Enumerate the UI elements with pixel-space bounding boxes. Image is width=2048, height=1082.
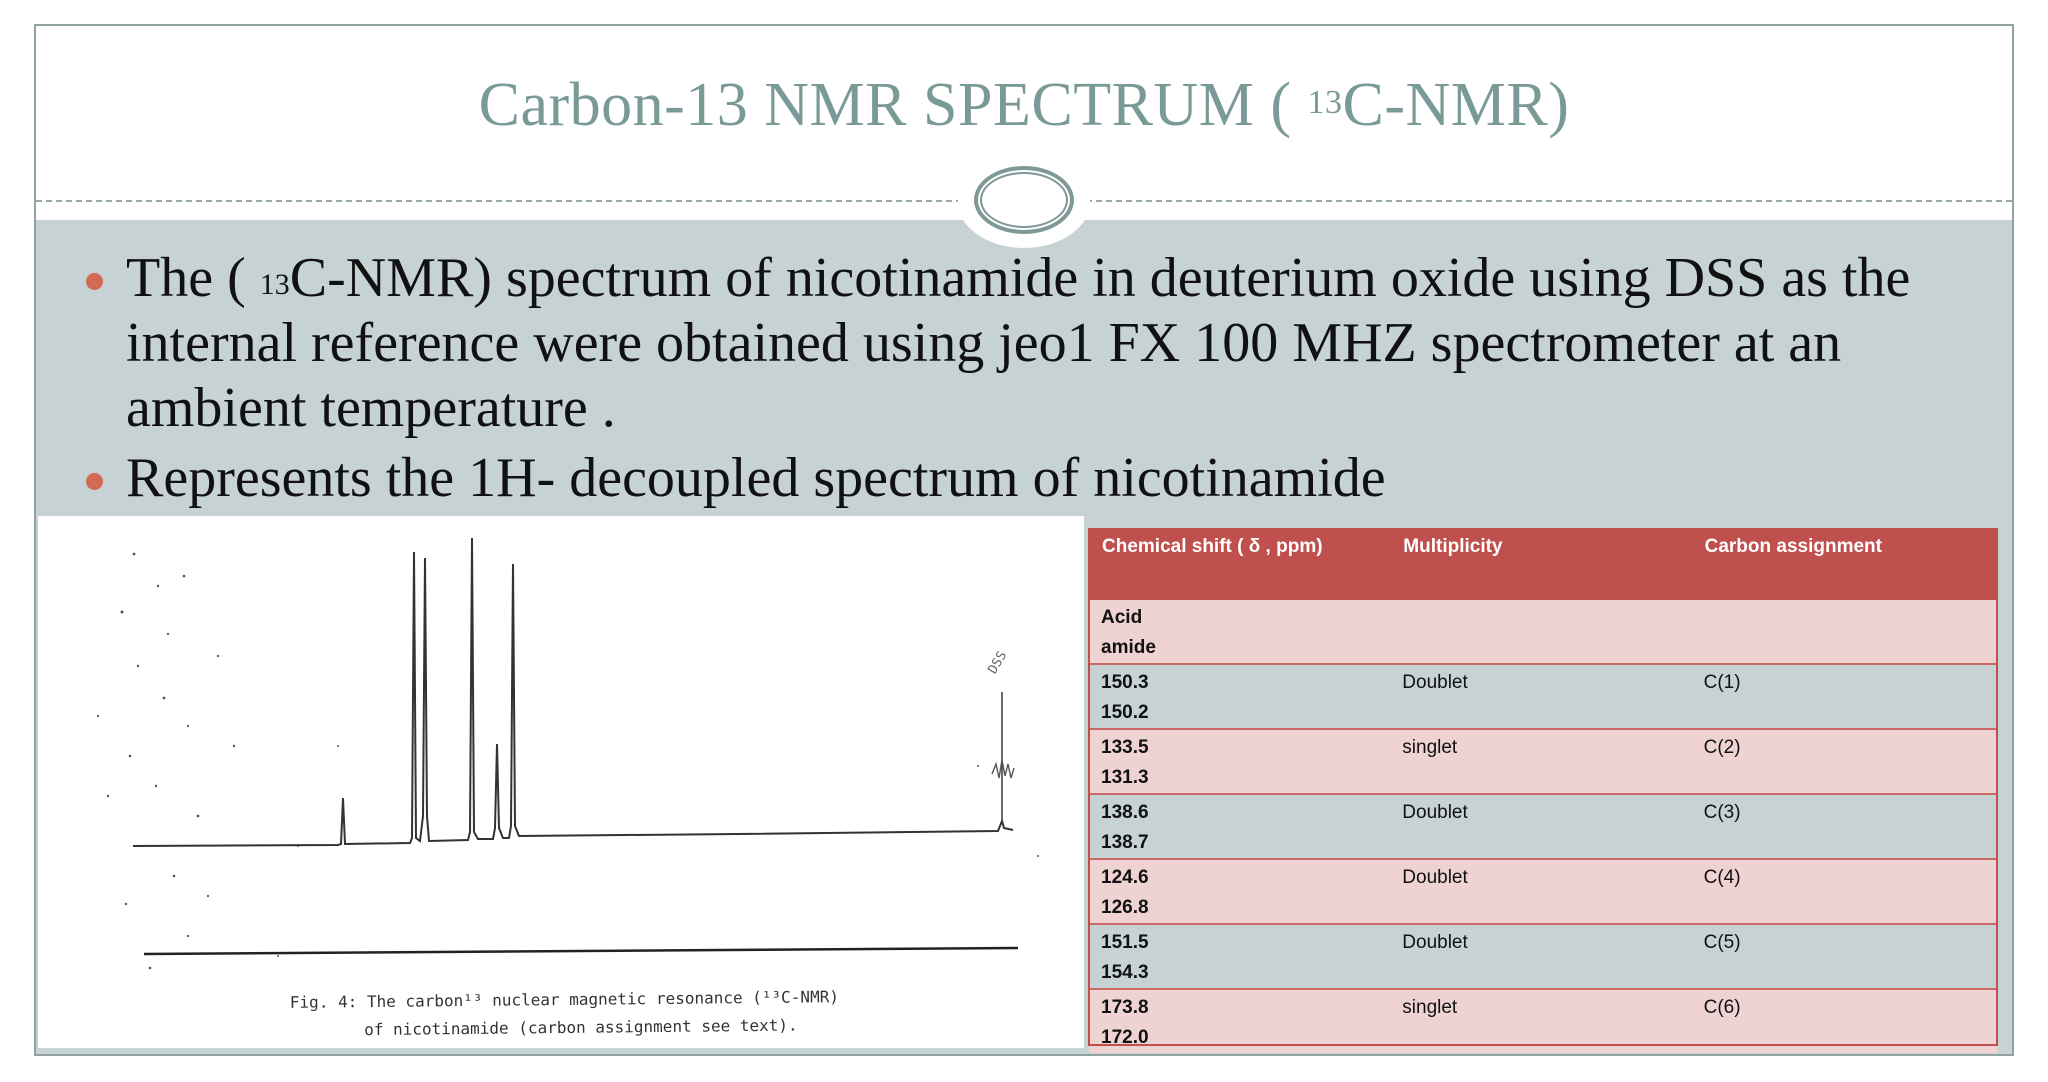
table-row: 133.5 131.3 singlet C(2) xyxy=(1089,728,1997,794)
subheader-acid: Acid xyxy=(1101,607,1143,628)
subheader-empty-cell xyxy=(1691,598,1997,664)
shift-amide: 131.3 xyxy=(1101,767,1149,788)
assignment-cell: C(5) xyxy=(1691,923,1997,989)
multiplicity-cell: Doublet xyxy=(1390,663,1692,729)
bullet-dot-icon xyxy=(86,473,103,490)
assignment-cell: C(3) xyxy=(1691,793,1997,859)
bullet-1-after: C-NMR) spectrum of nicotinamide in deute… xyxy=(126,247,1911,439)
divider-ornament-icon xyxy=(974,166,1074,234)
shift-cell: 151.5 154.3 xyxy=(1089,923,1391,989)
shift-cell: 138.6 138.7 xyxy=(1089,793,1391,859)
integration-baseline xyxy=(143,946,1019,956)
shift-amide: 154.3 xyxy=(1101,962,1149,983)
shift-amide: 126.8 xyxy=(1101,897,1149,918)
nmr-spectrum-figure: DSS Fig. 4: The carbon¹³ nuclear magneti… xyxy=(38,516,1084,1048)
shift-cell: 133.5 131.3 xyxy=(1089,728,1391,794)
table-header-row: Chemical shift ( δ , ppm) Multiplicity C… xyxy=(1087,528,1999,600)
bullet-dot-icon xyxy=(86,273,103,290)
bullet-list: The ( 13C-NMR) spectrum of nicotinamide … xyxy=(82,246,2002,516)
divider-ornament-inner-icon xyxy=(980,172,1068,228)
table-subheader-row: Acid amide xyxy=(1089,598,1997,664)
shift-cell: 173.8 172.0 xyxy=(1089,988,1391,1053)
assignment-cell: C(6) xyxy=(1691,988,1997,1053)
multiplicity-cell: singlet xyxy=(1390,728,1692,794)
scan-noise xyxy=(96,552,1039,970)
dss-label: DSS xyxy=(985,649,1010,677)
shift-acid: 150.3 xyxy=(1101,672,1149,693)
shift-amide: 138.7 xyxy=(1101,832,1149,853)
header-carbon-assignment: Carbon assignment xyxy=(1690,528,1999,600)
title-suffix: C-NMR) xyxy=(1342,71,1570,139)
title-prefix: Carbon-13 NMR SPECTRUM ( xyxy=(478,71,1308,139)
subheader-cell: Acid amide xyxy=(1089,598,1391,664)
table-row: 151.5 154.3 Doublet C(5) xyxy=(1089,923,1997,989)
chemical-shift-table: Chemical shift ( δ , ppm) Multiplicity C… xyxy=(1087,528,1999,1053)
header-chemical-shift: Chemical shift ( δ , ppm) xyxy=(1087,528,1392,600)
shift-acid: 124.6 xyxy=(1101,867,1149,888)
shift-cell: 124.6 126.8 xyxy=(1089,858,1391,924)
table-row: 124.6 126.8 Doublet C(4) xyxy=(1089,858,1997,924)
shift-amide: 150.2 xyxy=(1101,702,1149,723)
subheader-empty-cell xyxy=(1390,598,1692,664)
figure-caption: Fig. 4: The carbon¹³ nuclear magnetic re… xyxy=(290,983,840,1045)
header-multiplicity: Multiplicity xyxy=(1389,528,1693,600)
assignment-cell: C(1) xyxy=(1691,663,1997,729)
bullet-item-1: The ( 13C-NMR) spectrum of nicotinamide … xyxy=(82,246,2002,441)
shift-acid: 173.8 xyxy=(1101,997,1149,1018)
table-row: 150.3 150.2 Doublet C(1) xyxy=(1089,663,1997,729)
multiplicity-cell: Doublet xyxy=(1390,858,1692,924)
dss-reference-noise xyxy=(991,759,1015,779)
shift-amide: 172.0 xyxy=(1101,1027,1149,1048)
bullet-item-2: Represents the 1H- decoupled spectrum of… xyxy=(82,446,2002,511)
slide-title: Carbon-13 NMR SPECTRUM ( 13C-NMR) xyxy=(0,70,2048,141)
bullet-1-superscript: 13 xyxy=(259,268,290,301)
multiplicity-cell: Doublet xyxy=(1390,923,1692,989)
subheader-amide: amide xyxy=(1101,637,1156,658)
assignment-cell: C(2) xyxy=(1691,728,1997,794)
spectrum-trace xyxy=(132,537,1014,847)
title-superscript: 13 xyxy=(1307,84,1343,121)
shift-acid: 133.5 xyxy=(1101,737,1149,758)
table-row: 173.8 172.0 singlet C(6) xyxy=(1089,988,1997,1053)
bullet-1-before: The ( xyxy=(126,247,260,309)
figure-caption-line-2: of nicotinamide (carbon assignment see t… xyxy=(364,1015,798,1040)
shift-acid: 151.5 xyxy=(1101,932,1149,953)
multiplicity-cell: singlet xyxy=(1390,988,1692,1053)
multiplicity-cell: Doublet xyxy=(1390,793,1692,859)
bullet-2-text: Represents the 1H- decoupled spectrum of… xyxy=(126,447,1386,509)
assignment-cell: C(4) xyxy=(1691,858,1997,924)
nmr-spectrum-image: DSS xyxy=(96,537,1039,970)
shift-acid: 138.6 xyxy=(1101,802,1149,823)
table-row: 138.6 138.7 Doublet C(3) xyxy=(1089,793,1997,859)
shift-cell: 150.3 150.2 xyxy=(1089,663,1391,729)
